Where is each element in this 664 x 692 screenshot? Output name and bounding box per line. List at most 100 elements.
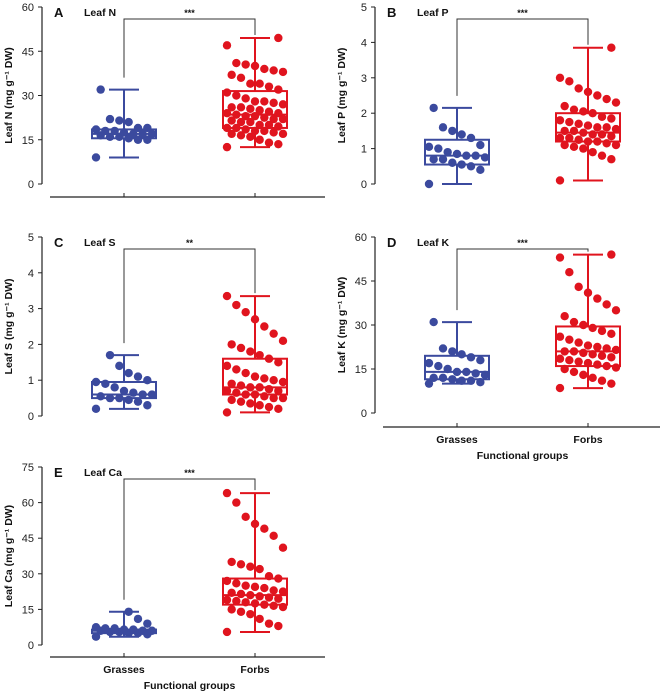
y-tick-label: 15 [355, 364, 367, 376]
data-point [246, 79, 255, 88]
data-point [583, 341, 593, 350]
data-point [602, 361, 611, 371]
data-point [565, 335, 574, 344]
data-point [241, 60, 250, 69]
data-point [246, 399, 255, 408]
data-point [222, 41, 232, 50]
data-point [574, 282, 583, 292]
data-point [232, 58, 241, 68]
data-point [255, 120, 264, 130]
data-point [476, 140, 485, 150]
y-tick-label: 15 [22, 135, 34, 147]
data-point [448, 375, 457, 384]
y-tick-label: 0 [28, 411, 34, 423]
x-axis-label: Functional groups [144, 680, 236, 692]
data-point [476, 356, 485, 365]
data-point [269, 114, 278, 124]
data-point [597, 151, 607, 160]
data-point [278, 114, 288, 124]
data-point [574, 357, 583, 366]
data-point [274, 386, 283, 396]
data-point [424, 142, 434, 152]
data-point [607, 353, 616, 362]
data-point [480, 153, 490, 162]
y-tick-label: 4 [28, 268, 34, 280]
data-point [569, 105, 579, 114]
data-point [593, 91, 602, 100]
data-point [443, 364, 452, 374]
data-point [222, 88, 232, 97]
data-point [264, 402, 274, 412]
data-point [115, 361, 124, 371]
data-point [607, 379, 616, 388]
data-point [138, 129, 147, 139]
data-point [569, 347, 579, 356]
data-point [232, 579, 241, 588]
data-point [424, 358, 434, 368]
data-point [466, 162, 476, 171]
data-point [602, 94, 611, 104]
data-point [452, 149, 462, 159]
x-tick-label: Grasses [436, 434, 478, 446]
data-point [260, 64, 269, 74]
data-point [260, 322, 269, 331]
data-point [236, 117, 246, 127]
data-point [119, 625, 129, 634]
data-point [232, 91, 241, 100]
data-point [232, 300, 241, 310]
data-point [565, 77, 574, 86]
data-point [222, 627, 232, 637]
data-point [597, 351, 607, 360]
data-point [274, 122, 283, 131]
data-point [124, 607, 133, 616]
data-point [241, 368, 250, 378]
data-point [434, 361, 443, 371]
y-tick-label: 4 [361, 37, 367, 49]
data-point [438, 373, 448, 382]
data-point [241, 111, 250, 121]
y-tick-label: 60 [22, 2, 34, 14]
data-point [466, 353, 476, 362]
data-point [232, 365, 241, 374]
data-point [236, 131, 246, 140]
data-point [588, 350, 597, 359]
data-point [91, 125, 101, 134]
data-point [105, 114, 115, 124]
data-point [129, 625, 138, 634]
y-tick-label: 5 [361, 2, 367, 14]
data-point [278, 129, 288, 139]
data-point [260, 600, 269, 609]
data-point [269, 98, 278, 108]
data-point [429, 155, 438, 164]
series-forbs [555, 43, 621, 185]
data-point [236, 607, 246, 616]
data-point [241, 512, 250, 522]
data-point [574, 119, 583, 129]
data-point [227, 70, 236, 80]
data-point [429, 103, 438, 113]
data-point [255, 79, 264, 88]
panel-title: Leaf K [417, 237, 450, 249]
data-point [227, 379, 236, 388]
data-point [565, 133, 574, 143]
y-axis-label: Leaf K (mg g⁻¹ DW) [336, 277, 348, 374]
data-point [438, 344, 448, 353]
data-point [241, 390, 250, 399]
panel-letter: C [54, 235, 64, 250]
data-point [222, 576, 232, 586]
data-point [574, 338, 583, 347]
data-point [569, 126, 579, 136]
data-point [110, 624, 119, 633]
data-point [438, 155, 448, 164]
data-point [597, 112, 607, 121]
data-point [246, 117, 255, 127]
data-point [588, 373, 597, 382]
data-point [611, 98, 621, 107]
data-point [269, 601, 278, 611]
significance-bracket [123, 18, 256, 78]
data-point [560, 312, 569, 321]
data-point [133, 123, 143, 133]
data-point [555, 116, 565, 125]
data-point [555, 332, 565, 341]
